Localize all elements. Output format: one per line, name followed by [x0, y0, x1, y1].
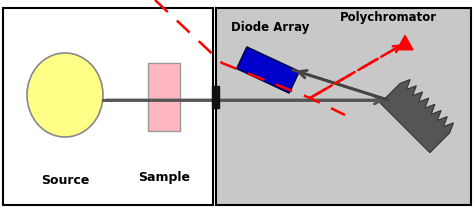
Bar: [148, 63, 180, 131]
Polygon shape: [237, 47, 300, 93]
Bar: [3, 8, 213, 205]
Bar: [216, 8, 471, 205]
Text: Polychromator: Polychromator: [339, 10, 437, 23]
Polygon shape: [380, 79, 454, 153]
Ellipse shape: [27, 53, 103, 137]
Text: Diode Array: Diode Array: [231, 22, 309, 35]
Text: Source: Source: [41, 174, 89, 187]
Text: Sample: Sample: [138, 171, 190, 184]
Bar: [212, 86, 219, 108]
Polygon shape: [397, 35, 413, 50]
